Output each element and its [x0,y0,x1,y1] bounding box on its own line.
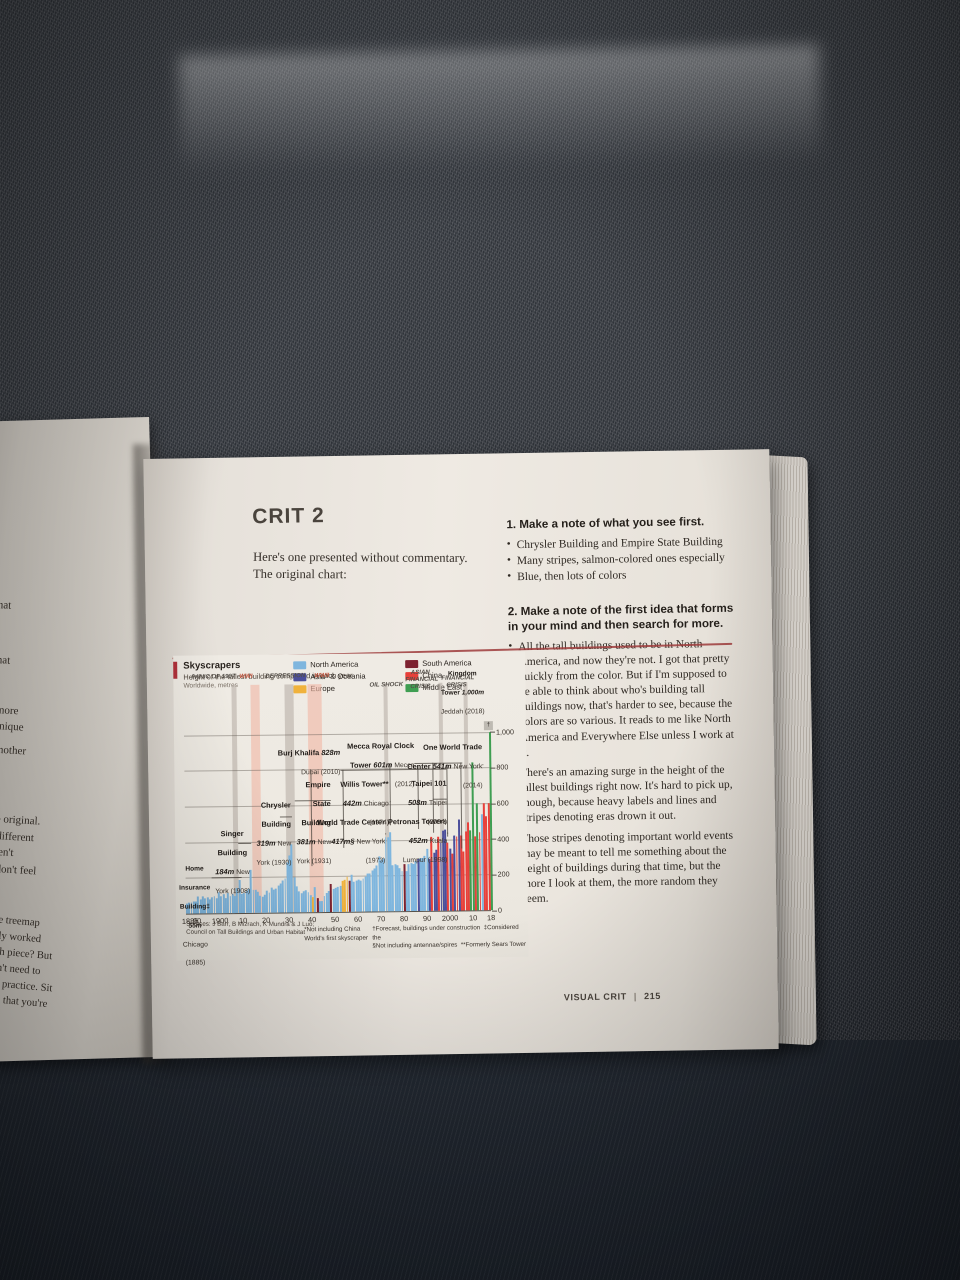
background-lower-fabric [0,1040,960,1280]
